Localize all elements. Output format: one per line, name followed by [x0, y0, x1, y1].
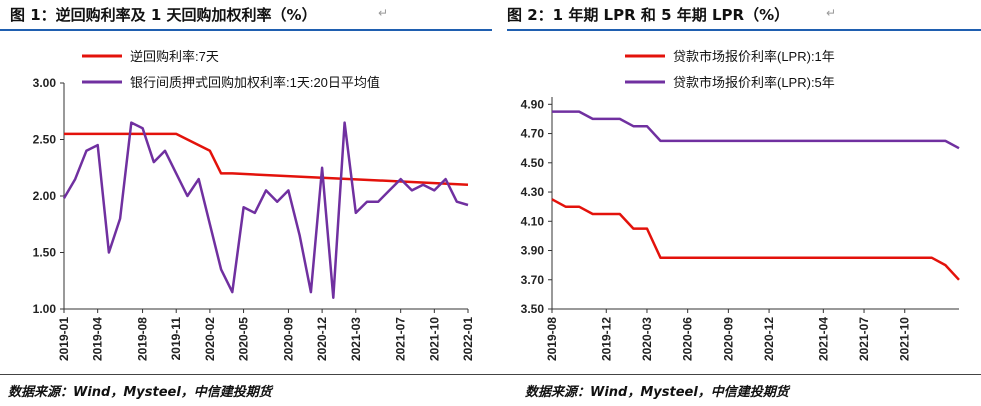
y-tick-label: 3.70 — [521, 273, 545, 287]
legend-label: 贷款市场报价利率(LPR):5年 — [673, 75, 835, 90]
y-tick-label: 1.50 — [33, 246, 57, 260]
y-tick-label: 2.00 — [33, 189, 57, 203]
series-line-1 — [64, 132, 469, 186]
x-tick-label: 2019-01 — [57, 317, 71, 361]
x-tick-label: 2020-09 — [281, 317, 295, 361]
x-tick-label: 2020-03 — [640, 317, 654, 361]
legend-label: 银行间质押式回购加权利率:1天:20日平均值 — [130, 75, 380, 90]
y-tick-label: 4.30 — [521, 185, 545, 199]
x-tick-label: 2019-12 — [599, 317, 613, 361]
series-line-2 — [62, 121, 469, 299]
x-tick-label: 2019-08 — [545, 317, 559, 361]
left-chart-title: 图 1：逆回购利率及 1 天回购加权利率（%） — [10, 6, 317, 24]
x-tick-label: 2021-03 — [349, 317, 363, 361]
y-tick-label: 3.90 — [521, 244, 545, 258]
y-tick-label: 4.70 — [521, 127, 545, 141]
x-tick-label: 2021-07 — [857, 317, 871, 361]
x-tick-label: 2021-10 — [427, 317, 441, 361]
y-tick-label: 4.50 — [521, 156, 545, 170]
x-tick-label: 2020-09 — [721, 317, 735, 361]
series-line-1 — [551, 198, 960, 281]
right-chart-title: 图 2：1 年期 LPR 和 5 年期 LPR（%） — [507, 6, 790, 24]
y-tick-label: 4.10 — [521, 214, 545, 228]
y-tick-label: 2.50 — [33, 133, 57, 147]
series-line-2 — [552, 110, 960, 150]
title-divider — [0, 29, 492, 31]
x-tick-label: 2020-12 — [762, 317, 776, 361]
x-tick-label: 2020-06 — [681, 317, 695, 361]
left-source-note: 数据来源：Wind，Mysteel，中信建投期货 — [8, 385, 272, 400]
right-source-note: 数据来源：Wind，Mysteel，中信建投期货 — [525, 385, 789, 400]
x-tick-label: 2021-10 — [898, 317, 912, 361]
y-tick-label: 4.90 — [521, 97, 545, 111]
footer-divider — [0, 374, 981, 375]
y-tick-label: 1.00 — [33, 302, 57, 316]
title-divider — [507, 29, 981, 31]
x-tick-label: 2021-07 — [394, 317, 408, 361]
legend-label: 贷款市场报价利率(LPR):1年 — [673, 49, 835, 64]
y-tick-label: 3.00 — [33, 76, 57, 90]
x-tick-label: 2019-11 — [169, 317, 183, 361]
legend-label: 逆回购利率:7天 — [130, 49, 219, 64]
x-tick-label: 2022-01 — [461, 317, 475, 361]
y-tick-label: 3.50 — [521, 302, 545, 316]
x-tick-label: 2020-12 — [315, 317, 329, 361]
x-tick-label: 2020-05 — [237, 317, 251, 361]
x-tick-label: 2021-04 — [816, 317, 830, 361]
return-mark-icon: ↵ — [826, 6, 837, 20]
return-mark-icon: ↵ — [378, 6, 389, 20]
x-tick-label: 2020-02 — [203, 317, 217, 361]
x-tick-label: 2019-08 — [136, 317, 150, 361]
x-tick-label: 2019-04 — [91, 317, 105, 361]
